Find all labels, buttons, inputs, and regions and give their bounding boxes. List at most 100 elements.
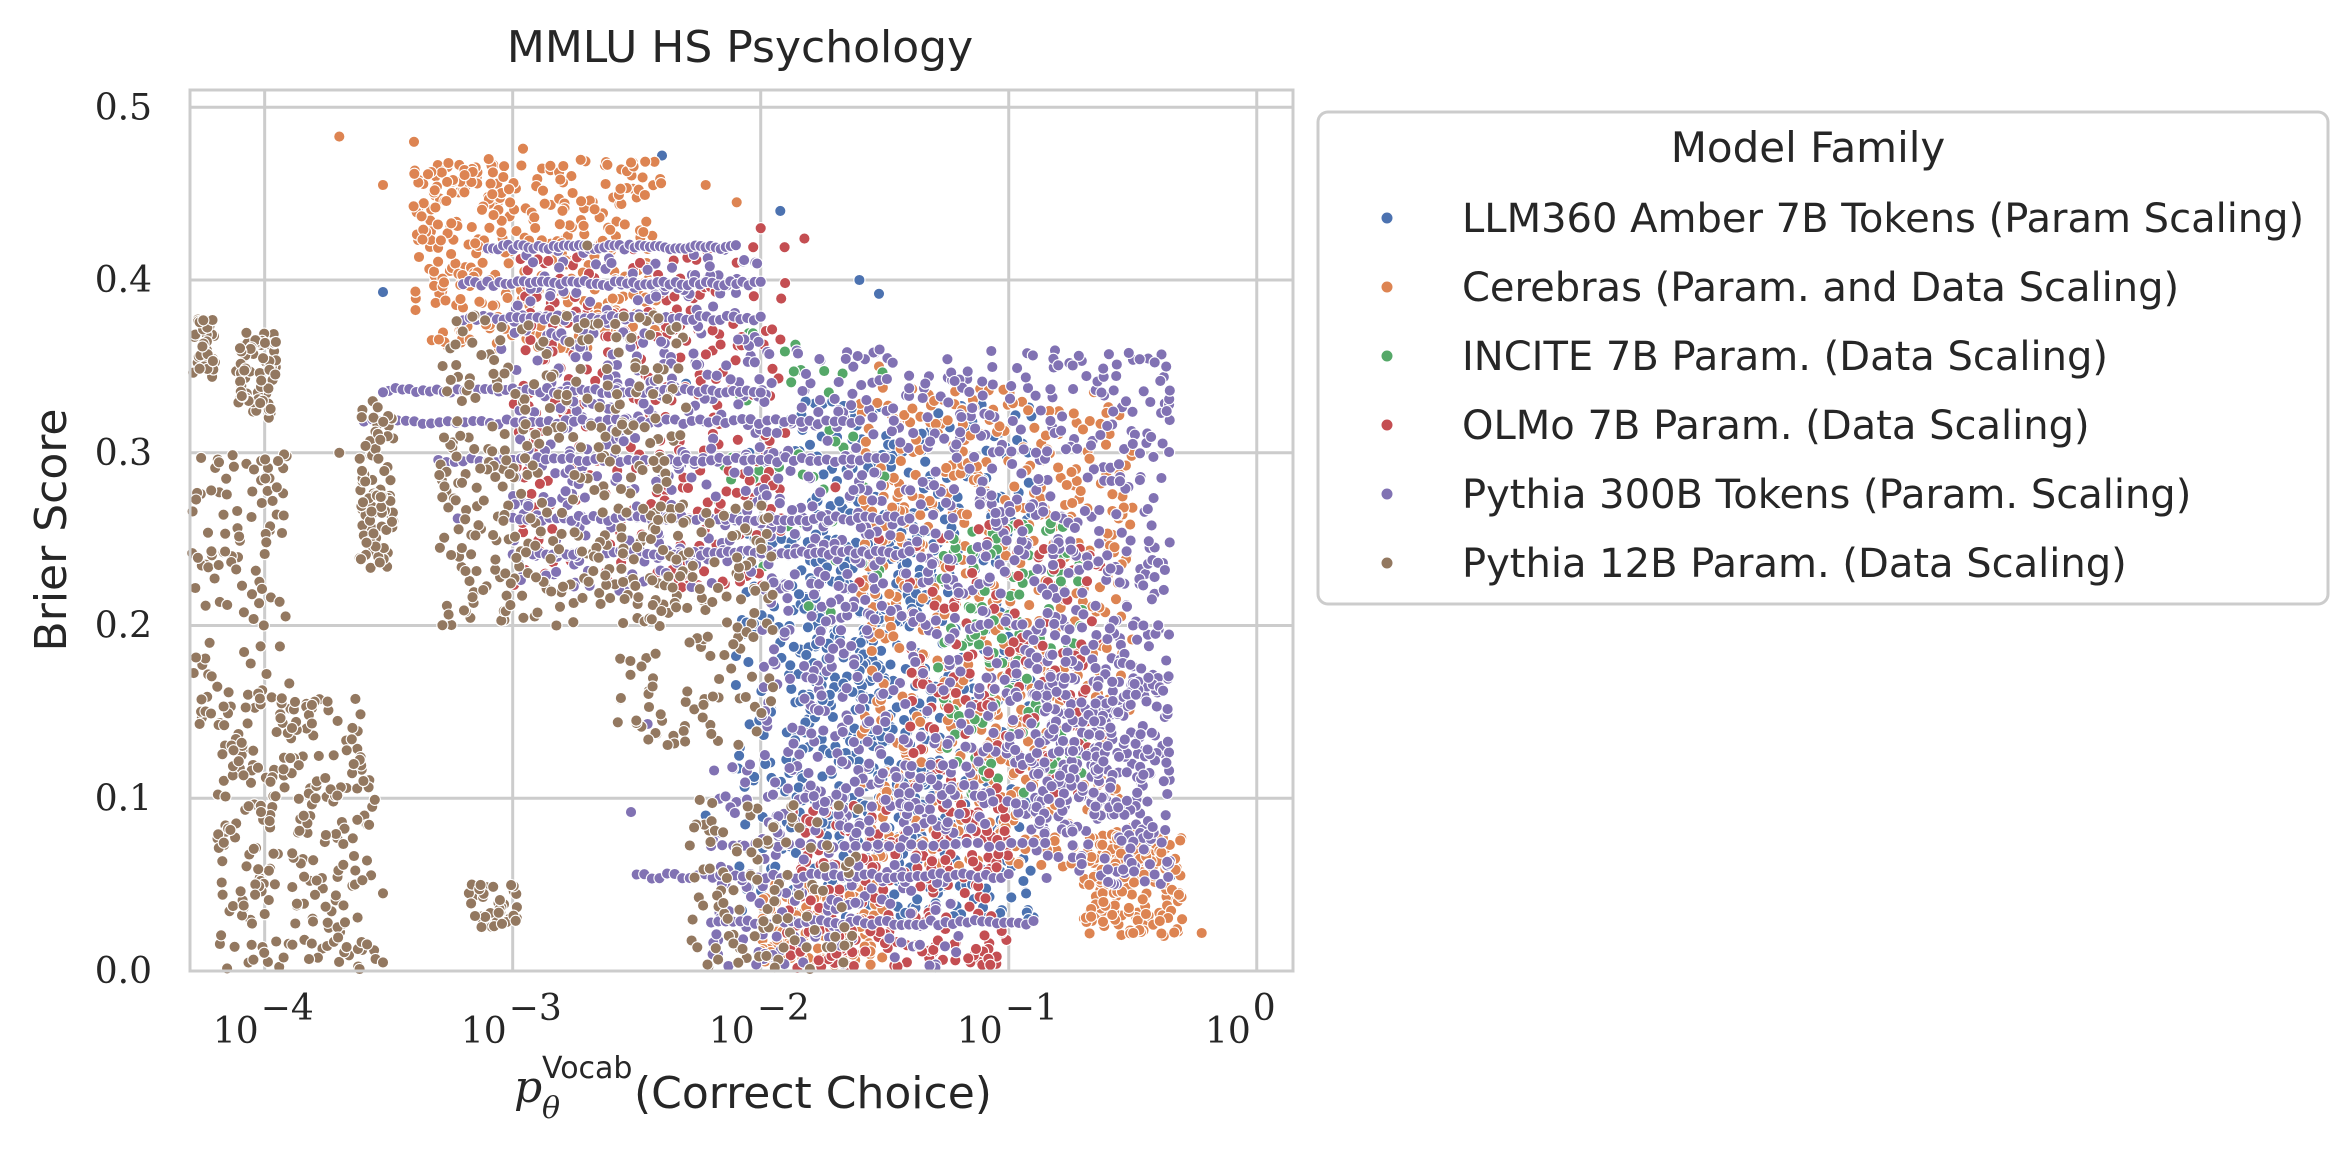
scatter-point — [1148, 570, 1161, 584]
scatter-point — [1055, 410, 1069, 423]
scatter-point — [916, 667, 930, 680]
scatter-point — [878, 821, 891, 834]
scatter-point — [1052, 850, 1065, 864]
scatter-point — [1160, 756, 1173, 769]
scatter-point — [868, 613, 881, 626]
scatter-point — [665, 261, 679, 274]
scatter-point — [969, 942, 983, 956]
scatter-point — [1026, 349, 1040, 362]
scatter-point — [885, 425, 899, 438]
scatter-point — [1097, 362, 1110, 375]
scatter-point — [948, 611, 962, 625]
scatter-point — [719, 790, 732, 803]
scatter-point — [1060, 478, 1073, 492]
scatter-point — [1044, 670, 1057, 683]
scatter-point — [986, 700, 999, 713]
scatter-point — [839, 352, 852, 366]
scatter-point — [1163, 536, 1176, 549]
scatter-point — [1122, 901, 1136, 915]
scatter-point — [907, 523, 921, 536]
scatter-point — [1059, 655, 1072, 668]
scatter-point — [1119, 395, 1133, 408]
scatter-point — [511, 299, 524, 312]
scatter-point — [797, 659, 811, 673]
scatter-point — [1005, 445, 1018, 458]
scatter-point — [763, 347, 776, 361]
scatter-point — [990, 657, 1003, 670]
scatter-point — [903, 787, 916, 800]
scatter-point — [1124, 518, 1137, 531]
scatter-point — [965, 553, 978, 567]
scatter-point — [846, 582, 859, 595]
scatter-point — [641, 263, 654, 276]
scatter-point — [1133, 447, 1147, 460]
scatter-point — [865, 800, 879, 813]
scatter-point — [1161, 855, 1174, 868]
scatter-point — [553, 218, 566, 231]
scatter-point — [774, 333, 787, 346]
scatter-point — [1089, 697, 1102, 710]
scatter-point — [1004, 505, 1017, 519]
scatter-point — [913, 803, 926, 816]
scatter-point — [940, 572, 953, 585]
scatter-point — [1083, 878, 1096, 891]
scatter-point — [846, 387, 859, 400]
scatter-point — [1009, 743, 1022, 757]
scatter-point — [963, 900, 976, 913]
scatter-point — [510, 224, 523, 238]
scatter-point — [543, 289, 557, 303]
scatter-point — [637, 397, 650, 410]
scatter-point — [1140, 695, 1153, 708]
scatter-point — [681, 481, 695, 495]
scatter-point — [1175, 913, 1189, 926]
scatter-point — [1087, 786, 1100, 799]
scatter-point — [832, 579, 845, 593]
scatter-point — [1150, 700, 1163, 713]
scatter-point — [792, 588, 806, 601]
scatter-point — [976, 375, 989, 388]
scatter-point — [766, 362, 779, 375]
scatter-point — [855, 469, 869, 482]
scatter-point — [982, 617, 995, 630]
scatter-point — [583, 295, 597, 308]
scatter-point — [1172, 888, 1186, 901]
scatter-point — [1040, 588, 1054, 601]
scatter-point — [1159, 809, 1172, 822]
scatter-point — [549, 467, 562, 480]
scatter-point — [516, 142, 530, 155]
scatter-point — [921, 704, 934, 718]
scatter-point — [791, 347, 805, 360]
scatter-point — [1089, 661, 1102, 675]
scatter-point — [966, 855, 980, 868]
scatter-point — [778, 276, 792, 290]
scatter-point — [784, 659, 797, 672]
scatter-point — [768, 776, 782, 789]
scatter-point — [950, 438, 963, 451]
scatter-point — [778, 345, 792, 358]
scatter-point — [919, 455, 932, 468]
scatter-point — [931, 661, 945, 674]
scatter-point — [610, 471, 624, 484]
scatter-point — [1051, 461, 1065, 474]
scatter-point — [998, 673, 1011, 686]
scatter-point — [1138, 875, 1151, 888]
scatter-point — [502, 257, 515, 270]
scatter-point — [1104, 562, 1117, 575]
scatter-point — [923, 803, 937, 816]
scatter-point — [867, 428, 880, 441]
scatter-point — [819, 615, 833, 628]
scatter-point — [1161, 702, 1174, 716]
scatter-point — [754, 275, 767, 288]
scatter-point — [778, 241, 791, 254]
scatter-point — [1031, 662, 1044, 676]
scatter-point — [1152, 619, 1165, 632]
scatter-point — [415, 210, 428, 223]
scatter-point — [618, 218, 631, 231]
scatter-point — [1141, 795, 1154, 808]
scatter-point — [1048, 617, 1061, 631]
scatter-point — [829, 481, 842, 494]
scatter-point — [1160, 654, 1173, 667]
scatter-point — [806, 500, 819, 513]
scatter-point — [1030, 651, 1044, 664]
scatter-point — [434, 234, 448, 247]
